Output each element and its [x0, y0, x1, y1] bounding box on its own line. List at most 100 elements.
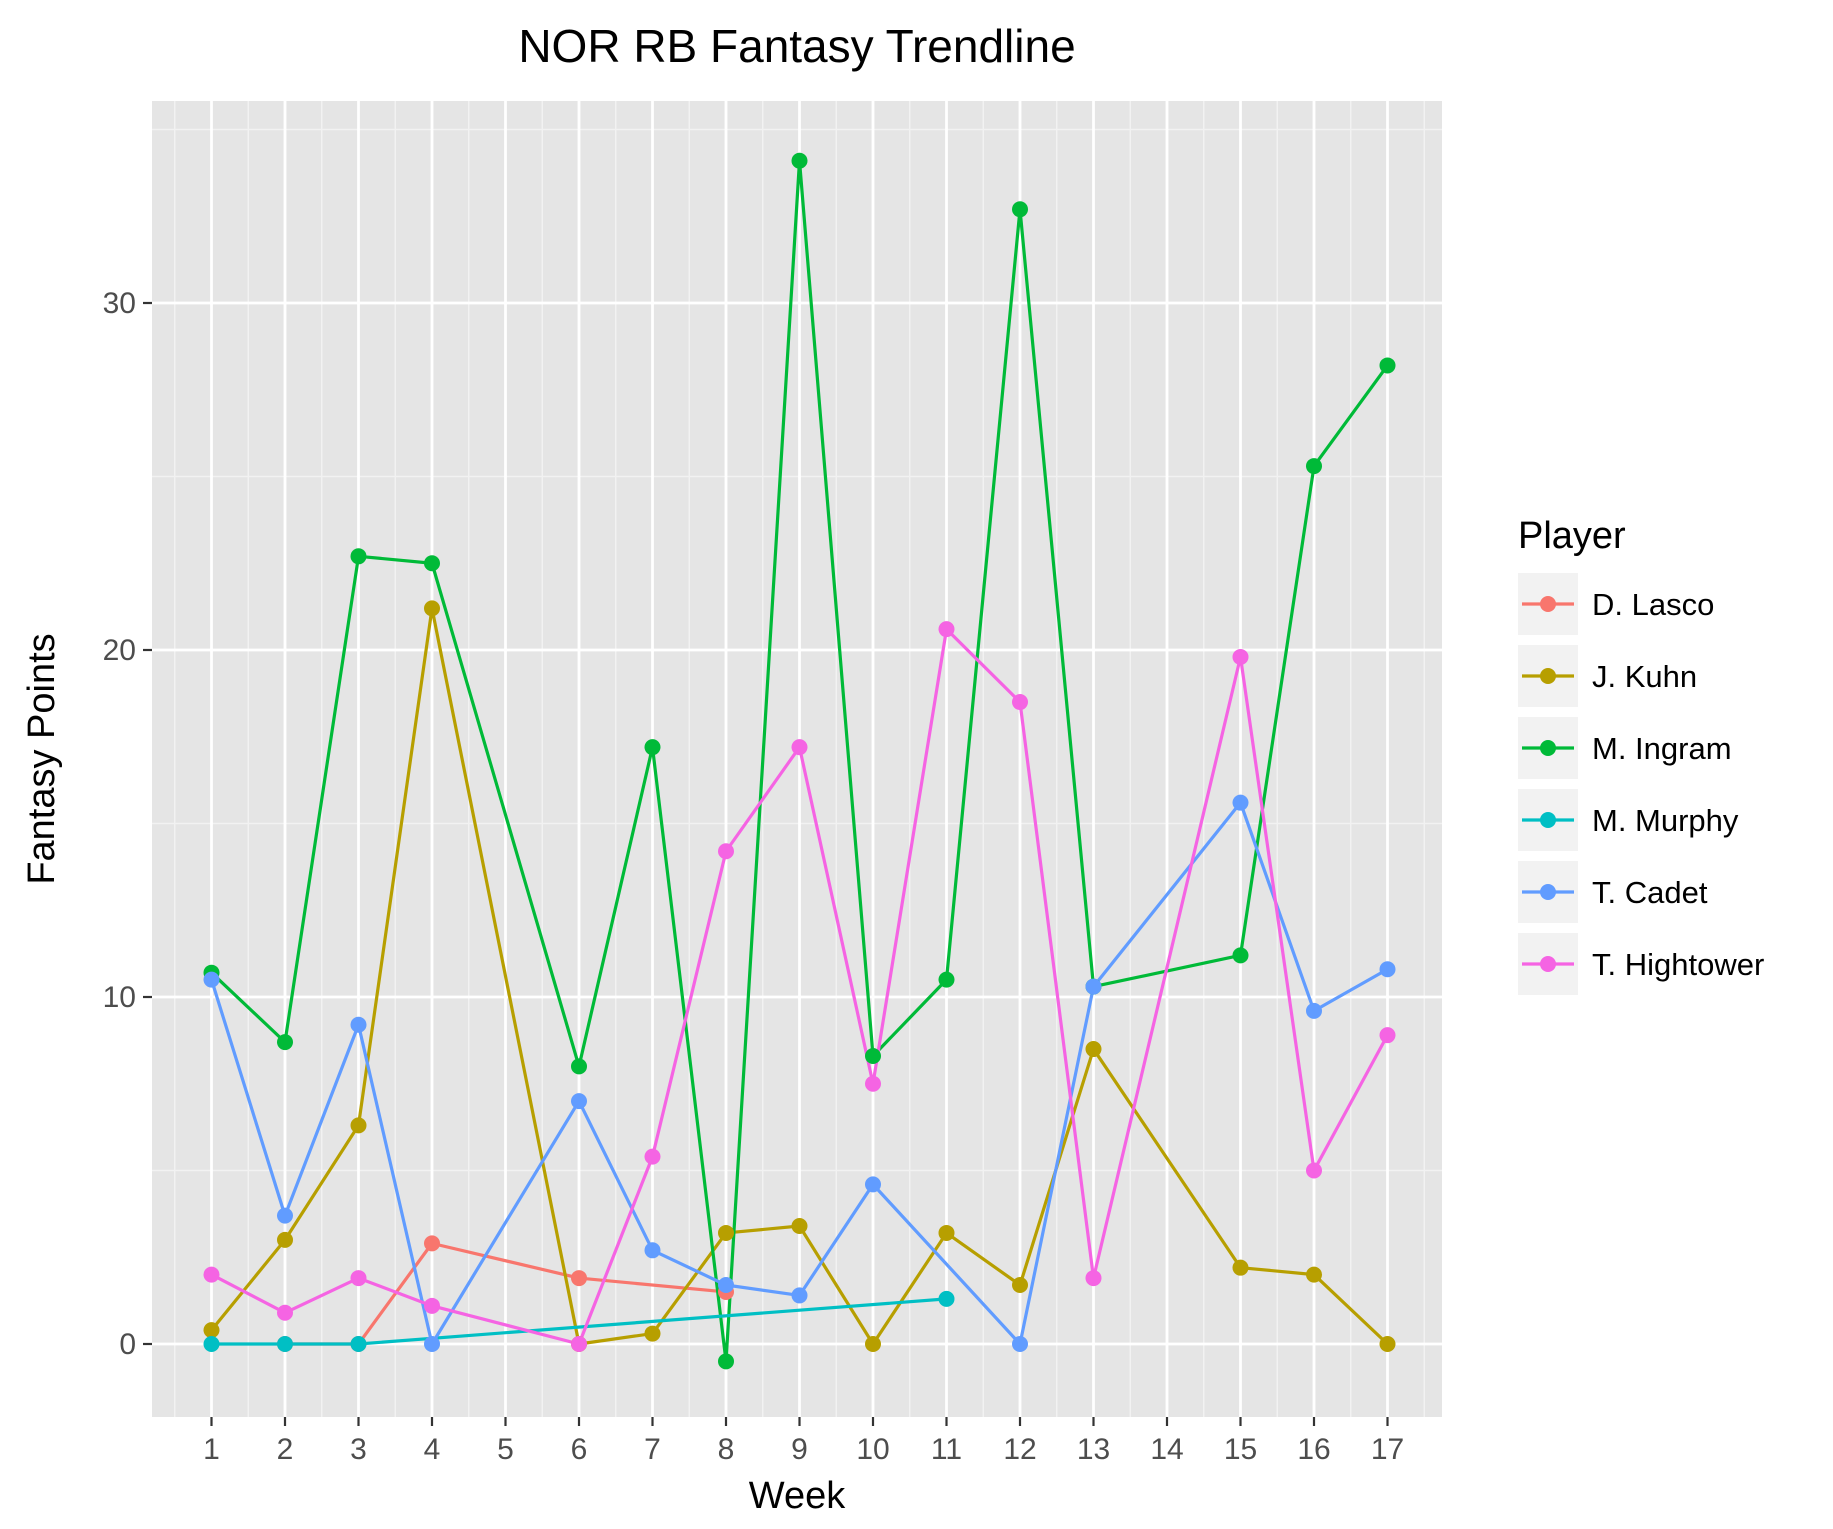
data-point — [1232, 794, 1249, 811]
data-point — [1306, 1266, 1322, 1283]
legend-key-point — [1540, 740, 1556, 756]
data-point — [1085, 978, 1102, 995]
x-tick-label: 9 — [791, 1433, 808, 1466]
legend: Player D. Lasco J. Kuhn M. Ingram M. Murphy… — [1518, 515, 1764, 995]
data-point — [1379, 1336, 1396, 1352]
plot-panel — [152, 101, 1442, 1417]
data-point — [203, 971, 220, 988]
x-tick-label: 5 — [497, 1433, 514, 1466]
data-point — [791, 1287, 808, 1304]
legend-label: D. Lasco — [1592, 587, 1714, 622]
x-tick-label: 2 — [277, 1433, 294, 1466]
data-point — [1012, 201, 1028, 218]
y-tick-label: 20 — [103, 634, 136, 667]
x-tick-label: 13 — [1077, 1433, 1110, 1466]
legend-label: J. Kuhn — [1592, 659, 1697, 694]
data-point — [203, 1322, 220, 1339]
x-tick-label: 1 — [203, 1433, 220, 1466]
data-point — [571, 1093, 587, 1110]
major-gridlines — [152, 101, 1442, 1417]
data-point — [865, 1075, 881, 1092]
data-point — [938, 621, 955, 638]
y-tick-label: 10 — [103, 981, 136, 1014]
y-tick-label: 30 — [103, 287, 136, 320]
data-point — [865, 1176, 881, 1193]
x-tick-label: 7 — [644, 1433, 661, 1466]
series-line — [209, 801, 1389, 1346]
data-point — [791, 739, 808, 756]
data-point — [1012, 1336, 1028, 1352]
data-point — [1379, 1027, 1396, 1044]
data-point — [277, 1304, 293, 1321]
data-point — [718, 843, 734, 860]
x-tick-label: 12 — [1003, 1433, 1036, 1466]
y-tick-label: 0 — [119, 1328, 136, 1361]
data-point — [203, 1266, 220, 1283]
data-point — [644, 1242, 661, 1259]
x-tick-label: 14 — [1150, 1433, 1183, 1466]
data-point — [865, 1336, 881, 1352]
data-point — [644, 1325, 661, 1342]
data-point — [350, 1016, 367, 1033]
series-layer — [203, 152, 1396, 1370]
data-point — [277, 1336, 293, 1352]
legend-key-point — [1540, 596, 1556, 612]
y-axis: 0 10 20 30 — [103, 287, 152, 1361]
data-point — [1232, 648, 1249, 665]
data-point — [1012, 1277, 1028, 1294]
x-tick-label: 16 — [1297, 1433, 1330, 1466]
x-axis: 1 2 3 4 5 6 7 8 9 10 11 12 13 14 15 16 17 — [203, 1417, 1404, 1466]
legend-label: T. Hightower — [1592, 947, 1764, 982]
data-point — [938, 1224, 955, 1241]
data-point — [424, 600, 440, 617]
data-point — [865, 1047, 881, 1064]
data-point — [277, 1231, 293, 1248]
legend-label: T. Cadet — [1592, 875, 1708, 910]
data-point — [1379, 357, 1396, 374]
data-point — [938, 971, 955, 988]
data-point — [350, 1270, 367, 1287]
legend-label: M. Ingram — [1592, 731, 1732, 766]
data-point — [350, 548, 367, 565]
x-tick-label: 15 — [1224, 1433, 1257, 1466]
series-line — [211, 1297, 947, 1346]
data-point — [571, 1058, 587, 1075]
data-point — [350, 1117, 367, 1134]
legend-label: M. Murphy — [1592, 803, 1739, 838]
data-point — [277, 1207, 293, 1224]
data-point — [1085, 1270, 1102, 1287]
legend-title: Player — [1518, 515, 1626, 557]
y-axis-title: Fantasy Points — [21, 633, 63, 884]
data-point — [718, 1224, 734, 1241]
data-point — [1379, 961, 1396, 978]
data-point — [424, 1235, 440, 1252]
data-point — [424, 555, 440, 572]
data-point — [1232, 947, 1249, 964]
data-point — [571, 1336, 587, 1352]
data-point — [350, 1336, 367, 1352]
chart-title: NOR RB Fantasy Trendline — [518, 20, 1075, 72]
legend-key-point — [1540, 884, 1556, 900]
data-point — [718, 1277, 734, 1294]
data-point — [1085, 1041, 1102, 1058]
x-tick-label: 6 — [571, 1433, 588, 1466]
data-point — [203, 1336, 220, 1352]
data-point — [1012, 694, 1028, 711]
data-point — [1306, 458, 1322, 475]
data-point — [1232, 1259, 1249, 1276]
legend-key-point — [1540, 668, 1556, 684]
data-point — [938, 1290, 955, 1307]
data-point — [1306, 1162, 1322, 1179]
minor-gridlines — [152, 101, 1442, 1417]
x-tick-label: 10 — [856, 1433, 889, 1466]
data-point — [791, 152, 808, 169]
data-point — [424, 1297, 440, 1314]
x-tick-label: 4 — [424, 1433, 441, 1466]
data-point — [1306, 1002, 1322, 1019]
x-axis-title: Week — [749, 1475, 846, 1517]
x-tick-label: 3 — [350, 1433, 367, 1466]
data-point — [718, 1353, 734, 1370]
x-tick-label: 11 — [931, 1433, 962, 1466]
data-point — [571, 1270, 587, 1287]
